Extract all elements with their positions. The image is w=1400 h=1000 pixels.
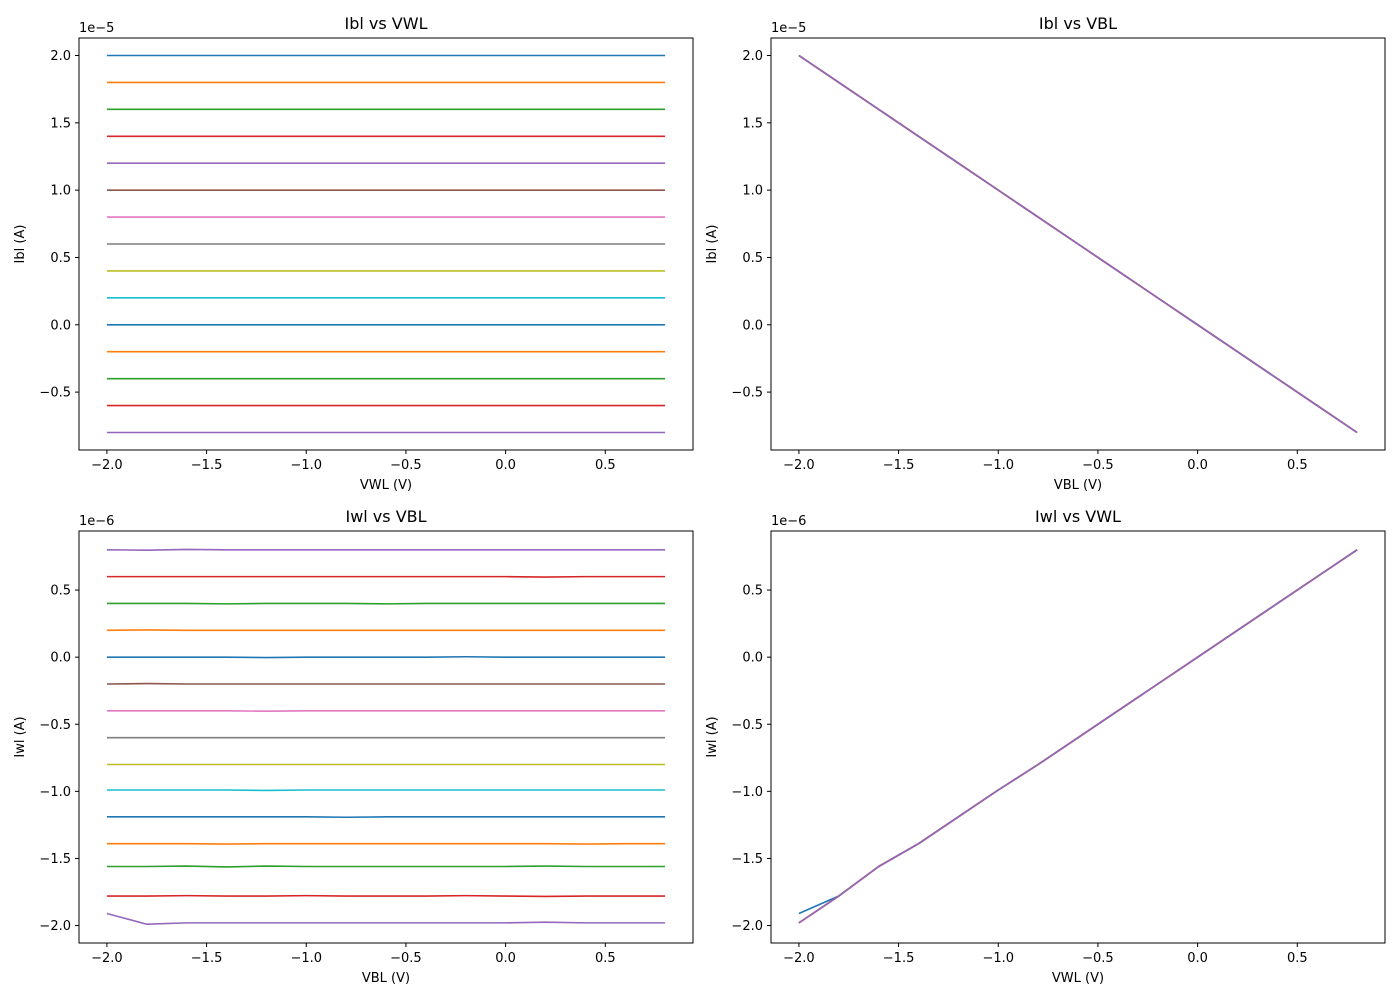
- y-tick-label: −1.5: [731, 852, 763, 867]
- y-axis-label: Iwl (A): [13, 716, 28, 757]
- y-tick-label: 2.0: [50, 49, 71, 64]
- x-tick-label: 0.5: [1287, 951, 1308, 966]
- y-tick-label: −0.5: [731, 386, 763, 401]
- series-line-4: [798, 549, 1358, 924]
- subplot-iwl-vs-vbl: −2.0 −1.5 −1.0 −0.5 0.0 0.5 −2.0 −1.5 −1.0 −0.5 0.…: [13, 507, 694, 986]
- y-offset-label: 1e−5: [771, 21, 806, 36]
- y-tick-label: 0.0: [50, 318, 71, 333]
- x-tick-label: −1.5: [883, 951, 915, 966]
- y-tick-label: 0.0: [50, 651, 71, 666]
- axes-frame: [770, 530, 1386, 944]
- y-offset-label: 1e−5: [79, 21, 114, 36]
- x-tick-label: −1.5: [191, 951, 223, 966]
- x-tick-label: −1.0: [982, 951, 1014, 966]
- y-offset-label: 1e−6: [79, 514, 114, 529]
- x-tick-label: 0.0: [1187, 951, 1208, 966]
- y-tick-label: 1.5: [742, 116, 763, 131]
- series-group: [106, 54, 666, 434]
- subplot-title: Ibl vs VBL: [1039, 14, 1117, 33]
- y-tick-label: −0.5: [39, 386, 71, 401]
- x-tick-label: 0.5: [1287, 458, 1308, 473]
- axes-frame: [770, 37, 1386, 451]
- series-line-4: [798, 54, 1358, 434]
- x-axis-label: VWL (V): [360, 478, 412, 493]
- x-tick-label: −1.5: [191, 458, 223, 473]
- y-tick-label: 0.5: [742, 251, 763, 266]
- subplot-ibl-vs-vwl: −2.0 −1.5 −1.0 −0.5 0.0 0.5 −0.5 0.0 0.5 1.0 1.5 2.…: [13, 14, 694, 493]
- y-tick-label: −0.5: [731, 718, 763, 733]
- y-tick-label: −2.0: [731, 919, 763, 934]
- series-group: [106, 548, 666, 926]
- y-tick-label: −1.0: [39, 785, 71, 800]
- y-axis-label: Ibl (A): [705, 225, 720, 264]
- y-tick-label: 2.0: [742, 49, 763, 64]
- x-tick-label: −1.0: [982, 458, 1014, 473]
- series-line-4: [106, 548, 666, 551]
- x-tick-label: 0.0: [1187, 458, 1208, 473]
- subplot-title: Ibl vs VWL: [345, 14, 428, 33]
- series-line-14: [106, 912, 666, 926]
- y-tick-label: −1.5: [39, 852, 71, 867]
- series-group: [798, 54, 1358, 434]
- y-tick-label: −2.0: [39, 919, 71, 934]
- series-line-12: [106, 865, 666, 868]
- series-group: [798, 549, 1358, 924]
- x-tick-label: 0.5: [595, 951, 616, 966]
- x-tick-label: −2.0: [91, 458, 123, 473]
- x-tick-label: −2.0: [783, 458, 815, 473]
- x-tick-label: −2.0: [91, 951, 123, 966]
- x-tick-label: −0.5: [390, 951, 422, 966]
- y-tick-label: −1.0: [731, 785, 763, 800]
- axes-frame: [78, 37, 694, 451]
- x-tick-label: −0.5: [390, 458, 422, 473]
- axes-frame: [78, 530, 694, 944]
- x-axis-label: VBL (V): [1054, 478, 1102, 493]
- y-offset-label: 1e−6: [771, 514, 806, 529]
- series-line-13: [106, 894, 666, 898]
- y-tick-label: 0.5: [50, 584, 71, 599]
- x-tick-label: 0.0: [495, 951, 516, 966]
- y-tick-label: 0.0: [742, 651, 763, 666]
- y-axis-label: Ibl (A): [13, 225, 28, 264]
- subplot-iwl-vs-vwl: −2.0 −1.5 −1.0 −0.5 0.0 0.5 −2.0 −1.5 −1.0 −0.5 0.…: [705, 507, 1386, 986]
- y-tick-label: 0.5: [742, 584, 763, 599]
- y-tick-label: 1.0: [742, 184, 763, 199]
- x-tick-label: −0.5: [1082, 951, 1114, 966]
- series-line-0: [106, 655, 666, 659]
- x-tick-label: −1.0: [290, 951, 322, 966]
- x-tick-label: 0.5: [595, 458, 616, 473]
- y-tick-label: 1.0: [50, 184, 71, 199]
- x-tick-label: −1.5: [883, 458, 915, 473]
- subplot-ibl-vs-vbl: −2.0 −1.5 −1.0 −0.5 0.0 0.5 −0.5 0.0 0.5 1.0 1.5 2.…: [705, 14, 1386, 493]
- x-tick-label: −2.0: [783, 951, 815, 966]
- y-tick-label: −0.5: [39, 718, 71, 733]
- subplot-title: Iwl vs VBL: [345, 507, 426, 526]
- subplot-title: Iwl vs VWL: [1035, 507, 1121, 526]
- x-tick-label: 0.0: [495, 458, 516, 473]
- x-tick-label: −0.5: [1082, 458, 1114, 473]
- y-tick-label: 1.5: [50, 116, 71, 131]
- y-tick-label: 0.0: [742, 318, 763, 333]
- y-axis-label: Iwl (A): [705, 716, 720, 757]
- y-tick-label: 0.5: [50, 251, 71, 266]
- x-axis-label: VWL (V): [1052, 971, 1104, 986]
- x-tick-label: −1.0: [290, 458, 322, 473]
- x-axis-label: VBL (V): [362, 971, 410, 986]
